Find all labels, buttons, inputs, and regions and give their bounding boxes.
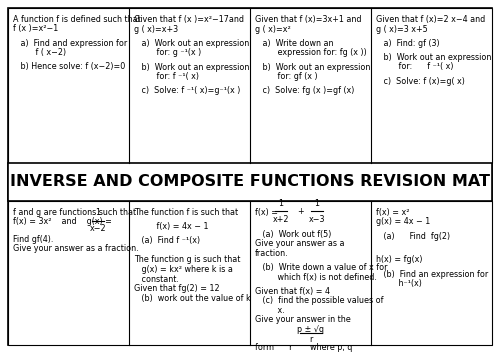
- Text: g ( x)=x+3: g ( x)=x+3: [134, 24, 178, 34]
- Text: Given that f (x )=x²−17and: Given that f (x )=x²−17and: [134, 15, 244, 24]
- Text: x−3: x−3: [309, 215, 325, 223]
- Text: fraction.: fraction.: [255, 249, 288, 258]
- Text: Given that f (x)=3x+1 and: Given that f (x)=3x+1 and: [255, 15, 362, 24]
- Text: for: g ⁻¹(x ): for: g ⁻¹(x ): [134, 48, 201, 57]
- Text: 1: 1: [314, 198, 320, 208]
- Text: b)  Work out an expression: b) Work out an expression: [376, 53, 492, 62]
- Text: g ( x)=3 x+5: g ( x)=3 x+5: [376, 24, 428, 34]
- Text: f(x) =: f(x) =: [255, 208, 280, 217]
- Text: c)  Solve: f (x)=g( x): c) Solve: f (x)=g( x): [376, 77, 465, 86]
- Text: f and g are functions such that: f and g are functions such that: [13, 208, 136, 217]
- Text: b)  Work out an expression: b) Work out an expression: [134, 62, 250, 72]
- Text: (c)  find the possible values of: (c) find the possible values of: [255, 297, 384, 305]
- Text: h⁻¹(x): h⁻¹(x): [376, 279, 422, 288]
- Text: f(x) = 3x²    and    g(x) =: f(x) = 3x² and g(x) =: [13, 217, 114, 227]
- Text: INVERSE AND COMPOSITE FUNCTIONS REVISION MAT: INVERSE AND COMPOSITE FUNCTIONS REVISION…: [10, 174, 490, 190]
- Text: +: +: [297, 207, 304, 215]
- Text: x−2: x−2: [90, 224, 106, 233]
- Text: The function g is such that: The function g is such that: [134, 256, 240, 264]
- Text: a)  Write down an: a) Write down an: [255, 39, 334, 48]
- Text: h(x) = fg(x): h(x) = fg(x): [376, 256, 422, 264]
- Text: Give your answer as a fraction.: Give your answer as a fraction.: [13, 244, 138, 253]
- Text: expression for: fg (x )): expression for: fg (x )): [255, 48, 367, 57]
- Bar: [8, 201, 492, 345]
- Text: a)  Find: gf (3): a) Find: gf (3): [376, 39, 440, 48]
- Bar: [8, 163, 492, 201]
- Text: Given that f(x) = 4: Given that f(x) = 4: [255, 287, 330, 296]
- Text: form      r       where p, q: form r where p, q: [255, 343, 352, 353]
- Text: (b)  Write down a value of x for: (b) Write down a value of x for: [255, 263, 388, 272]
- Text: 1: 1: [96, 208, 100, 217]
- Text: (a)  Find f ⁻¹(x): (a) Find f ⁻¹(x): [134, 237, 200, 245]
- Text: (a)      Find  fg(2): (a) Find fg(2): [376, 232, 450, 241]
- Text: (b)  work out the value of k: (b) work out the value of k: [134, 293, 251, 303]
- Text: c)  Solve: f ⁻¹( x)=g⁻¹(x ): c) Solve: f ⁻¹( x)=g⁻¹(x ): [134, 86, 240, 95]
- Text: for: f ⁻¹( x): for: f ⁻¹( x): [134, 72, 199, 81]
- Text: f ( x−2): f ( x−2): [13, 48, 66, 57]
- Text: g ( x)=x²: g ( x)=x²: [255, 24, 291, 34]
- Text: g(x) = kx² where k is a: g(x) = kx² where k is a: [134, 265, 233, 274]
- Text: Find gf(4).: Find gf(4).: [13, 235, 54, 244]
- Text: (b)  Find an expression for: (b) Find an expression for: [376, 270, 488, 279]
- Text: x+2: x+2: [273, 215, 289, 223]
- Text: c)  Solve: fg (x )=gf (x): c) Solve: fg (x )=gf (x): [255, 86, 354, 95]
- Text: f (x )=x²−1: f (x )=x²−1: [13, 24, 58, 34]
- Text: (a)  Work out f(5): (a) Work out f(5): [255, 230, 332, 239]
- Text: x.: x.: [255, 306, 285, 315]
- Text: Give your answer in the: Give your answer in the: [255, 315, 351, 324]
- Bar: [8, 8, 492, 163]
- Text: Give your answer as a: Give your answer as a: [255, 239, 344, 249]
- Text: b)  Work out an expression: b) Work out an expression: [255, 62, 370, 72]
- Text: p ± √q: p ± √q: [297, 325, 324, 334]
- Text: which f(x) is not defined.: which f(x) is not defined.: [255, 273, 377, 282]
- Text: a)  Work out an expression: a) Work out an expression: [134, 39, 249, 48]
- Text: r: r: [309, 335, 312, 344]
- Text: for: gf (x ): for: gf (x ): [255, 72, 318, 81]
- Text: for:      f ⁻¹( x): for: f ⁻¹( x): [376, 62, 454, 72]
- Text: 1: 1: [278, 198, 283, 208]
- Text: f(x) = 4x − 1: f(x) = 4x − 1: [134, 222, 208, 231]
- Text: g(x) = 4x − 1: g(x) = 4x − 1: [376, 217, 430, 227]
- Text: Given that f (x)=2 x−4 and: Given that f (x)=2 x−4 and: [376, 15, 485, 24]
- Text: Given that fg(2) = 12: Given that fg(2) = 12: [134, 284, 220, 293]
- Text: A function f is defined such that: A function f is defined such that: [13, 15, 141, 24]
- Text: b) Hence solve: f (x−2)=0: b) Hence solve: f (x−2)=0: [13, 62, 125, 72]
- Text: constant.: constant.: [134, 275, 179, 283]
- Text: f(x) = x²: f(x) = x²: [376, 208, 410, 217]
- Text: a)  Find and expression for: a) Find and expression for: [13, 39, 127, 48]
- Text: The function f is such that: The function f is such that: [134, 208, 238, 217]
